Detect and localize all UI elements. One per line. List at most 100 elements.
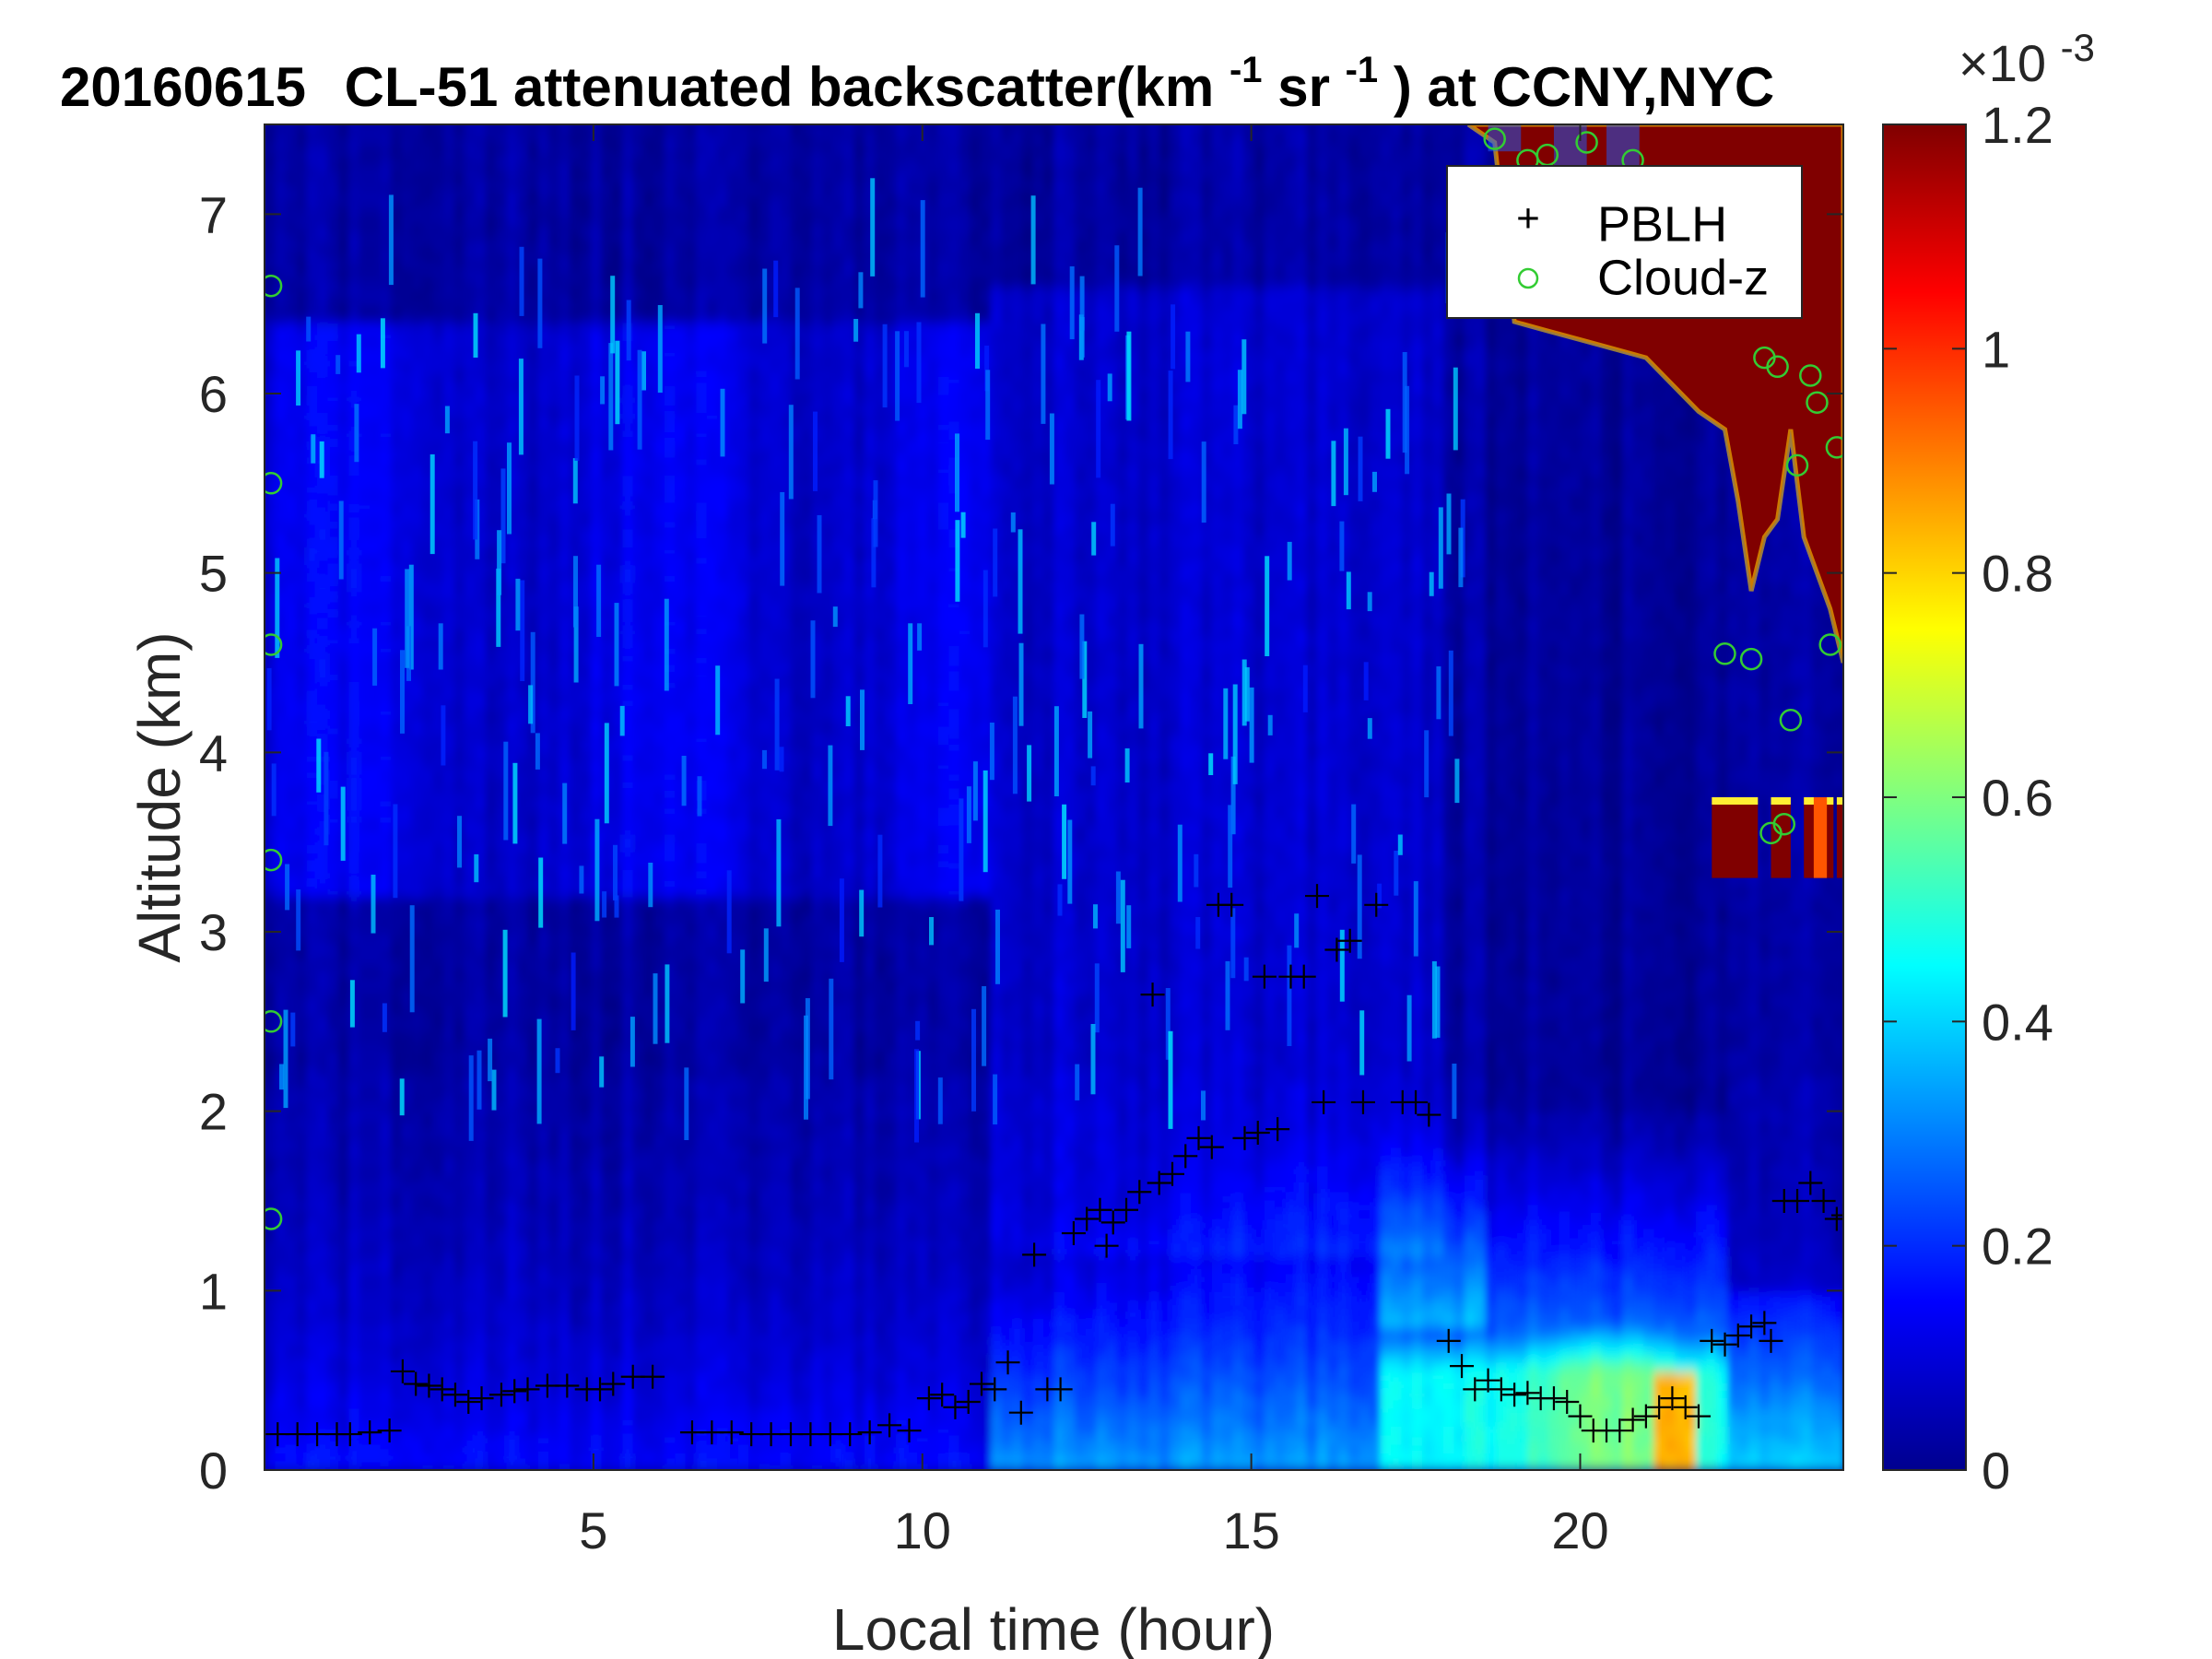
- heatmap-cell: [275, 376, 287, 386]
- heatmap-cell: [496, 1345, 508, 1355]
- heatmap-cell: [381, 735, 393, 745]
- heatmap-cell: [559, 573, 571, 583]
- heatmap-cell: [591, 941, 603, 951]
- heatmap-cell: [538, 456, 550, 466]
- heatmap-cell: [307, 1013, 319, 1023]
- heatmap-cell: [548, 573, 560, 583]
- heatmap-cell: [559, 1345, 571, 1355]
- heatmap-cell: [581, 968, 593, 978]
- heatmap-cell: [286, 134, 298, 144]
- heatmap-cell: [307, 1004, 319, 1014]
- heatmap-cell: [381, 1237, 393, 1247]
- heatmap-cell: [265, 555, 276, 565]
- heatmap-cell: [328, 842, 340, 853]
- heatmap-cell: [465, 618, 477, 628]
- heatmap-cell: [443, 1076, 455, 1086]
- heatmap-cell: [548, 878, 560, 888]
- heatmap-cell: [422, 1174, 434, 1184]
- heatmap-cell: [486, 1264, 498, 1274]
- heatmap-cell: [433, 304, 445, 314]
- heatmap-cell: [601, 259, 613, 269]
- heatmap-cell: [317, 725, 329, 735]
- heatmap-cell: [581, 797, 593, 807]
- heatmap-cell: [296, 752, 308, 762]
- heatmap-cell: [591, 295, 603, 305]
- heatmap-cell: [359, 1147, 371, 1158]
- heatmap-cell: [412, 420, 424, 430]
- heatmap-cell: [422, 1407, 434, 1418]
- heatmap-cell: [548, 1309, 560, 1319]
- heatmap-cell: [422, 1417, 434, 1427]
- heatmap-cell: [422, 1398, 434, 1408]
- heatmap-cell: [391, 1174, 403, 1184]
- heatmap-cell: [496, 905, 508, 915]
- heatmap-cell: [328, 1264, 340, 1274]
- heatmap-cell: [559, 322, 571, 332]
- heatmap-cell: [517, 780, 529, 790]
- heatmap-cell: [548, 735, 560, 745]
- heatmap-cell: [454, 555, 466, 565]
- heatmap-cell: [581, 1085, 593, 1095]
- heatmap-cell: [381, 573, 393, 583]
- heatmap-cell: [433, 160, 445, 171]
- heatmap-cell: [391, 367, 403, 377]
- heatmap-cell: [433, 1049, 445, 1059]
- heatmap-cell: [475, 1147, 487, 1158]
- heatmap-cell: [307, 1228, 319, 1238]
- heatmap-cell: [570, 214, 582, 224]
- heatmap-cell: [465, 1425, 477, 1435]
- heatmap-cell: [328, 878, 340, 888]
- heatmap-cell: [443, 501, 455, 512]
- heatmap-cell: [465, 1300, 477, 1310]
- heatmap-cell: [465, 1021, 477, 1031]
- heatmap-cell: [307, 537, 319, 547]
- heatmap-cell: [412, 412, 424, 422]
- heatmap-cell: [338, 1335, 350, 1346]
- heatmap-cell: [465, 887, 477, 897]
- heatmap-cell: [538, 1290, 550, 1300]
- heatmap-cell: [348, 304, 360, 314]
- heatmap-cell: [528, 1174, 540, 1184]
- heatmap-cell: [454, 1371, 466, 1382]
- heatmap-cell: [348, 1102, 360, 1112]
- heatmap-cell: [591, 645, 603, 655]
- heatmap-cell: [328, 744, 340, 754]
- heatmap-cell: [538, 537, 550, 547]
- heatmap-cell: [486, 304, 498, 314]
- heatmap-cell: [338, 1066, 350, 1077]
- heatmap-cell: [528, 143, 540, 153]
- heatmap-cell: [286, 511, 298, 521]
- heatmap-cell: [548, 609, 560, 619]
- heatmap-cell: [433, 1246, 445, 1256]
- heatmap-cell: [317, 1085, 329, 1095]
- heatmap-cell: [548, 295, 560, 305]
- heatmap-cell: [507, 1165, 519, 1175]
- heatmap-cell: [296, 833, 308, 843]
- heatmap-cell: [486, 348, 498, 359]
- heatmap-cell: [581, 744, 593, 754]
- heatmap-cell: [275, 1290, 287, 1300]
- heatmap-cell: [370, 447, 382, 457]
- heatmap-cell: [286, 206, 298, 216]
- heatmap-cell: [581, 1326, 593, 1336]
- heatmap-cell: [465, 295, 477, 305]
- heatmap-cell: [412, 708, 424, 718]
- heatmap-cell: [443, 672, 455, 682]
- heatmap-cell: [307, 1030, 319, 1041]
- heatmap-cell: [559, 537, 571, 547]
- heatmap-cell: [486, 959, 498, 969]
- heatmap-cell: [338, 582, 350, 592]
- heatmap-cell: [591, 1290, 603, 1300]
- heatmap-cell: [338, 403, 350, 413]
- heatmap-cell: [275, 977, 287, 987]
- heatmap-cell: [538, 483, 550, 493]
- heatmap-cell: [454, 716, 466, 726]
- heatmap-cell: [307, 268, 319, 278]
- heatmap-cell: [443, 1021, 455, 1031]
- heatmap-cell: [507, 564, 519, 574]
- heatmap-cell: [307, 725, 319, 735]
- heatmap-cell: [433, 806, 445, 817]
- heatmap-cell: [317, 206, 329, 216]
- heatmap-cell: [517, 771, 529, 781]
- heatmap-cell: [559, 475, 571, 485]
